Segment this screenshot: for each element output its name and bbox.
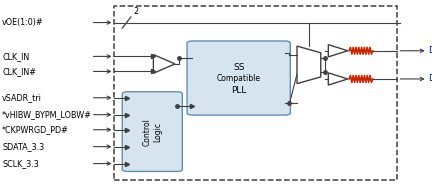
Text: *vHIBW_BYPM_LOBW#: *vHIBW_BYPM_LOBW#: [2, 110, 92, 119]
Text: SCLK_3.3: SCLK_3.3: [2, 159, 39, 168]
Text: SDATA_3.3: SDATA_3.3: [2, 142, 44, 151]
FancyBboxPatch shape: [187, 41, 290, 115]
Text: SS: SS: [233, 63, 245, 72]
FancyBboxPatch shape: [122, 92, 182, 171]
Text: vOE(1:0)#: vOE(1:0)#: [2, 18, 44, 27]
Text: vSADR_tri: vSADR_tri: [2, 93, 42, 102]
Text: Control
Logic: Control Logic: [143, 118, 162, 146]
Text: DIF0: DIF0: [429, 74, 432, 83]
Text: DIF1: DIF1: [429, 46, 432, 55]
Text: Compatible: Compatible: [217, 74, 260, 83]
Text: 2: 2: [133, 7, 138, 16]
Text: CLK_IN: CLK_IN: [2, 52, 29, 61]
Text: PLL: PLL: [231, 86, 246, 95]
Text: CLK_IN#: CLK_IN#: [2, 67, 36, 76]
Text: *CKPWRGD_PD#: *CKPWRGD_PD#: [2, 125, 69, 134]
